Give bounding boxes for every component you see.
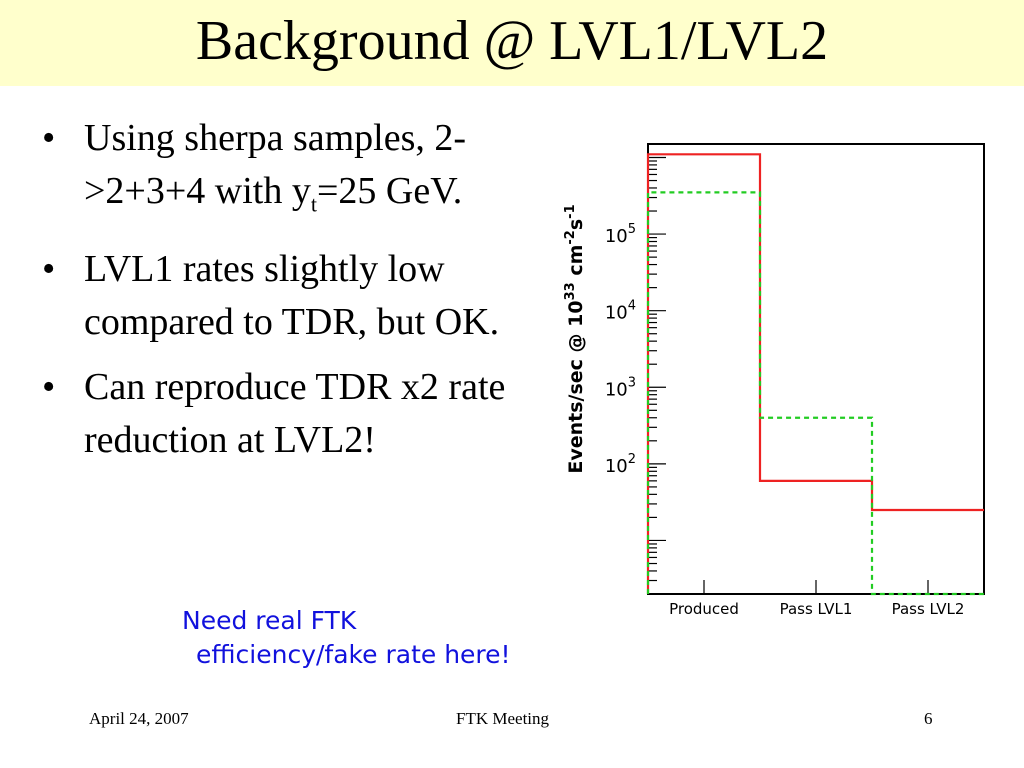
annotation-note: Need real FTK efficiency/fake rate here!: [182, 604, 511, 672]
bullet-text-tail: =25 GeV.: [316, 170, 463, 212]
y-tick-label: 102: [605, 452, 636, 477]
footer-page-number: 6: [924, 709, 933, 728]
bullet-dot-icon: •: [42, 117, 56, 159]
bullet-subscript: t: [310, 191, 317, 217]
x-tick-label: Pass LVL2: [892, 600, 965, 618]
slide-title: Background @ LVL1/LVL2: [195, 10, 829, 72]
bullet-dot-icon: •: [42, 247, 56, 290]
chart-marks: [646, 153, 984, 596]
bullet-item: • LVL1 rates slightly low compared to TD…: [36, 243, 516, 349]
chart-axes: [647, 143, 985, 595]
x-tick-label: Produced: [669, 600, 739, 618]
bullet-text: Can reproduce TDR x2 rate reduction at L…: [84, 365, 506, 461]
histogram-series-1: [646, 153, 984, 594]
bullet-text: LVL1 rates slightly low compared to TDR,…: [84, 247, 500, 343]
histogram-series-2: [646, 191, 984, 596]
y-tick-label: 104: [605, 299, 636, 324]
footer-meeting: FTK Meeting: [456, 709, 550, 728]
bullet-dot-icon: •: [42, 365, 56, 408]
y-tick-label: 105: [605, 222, 636, 247]
note-line-1: Need real FTK: [182, 606, 357, 635]
footer-date: April 24, 2007: [89, 709, 189, 728]
title-band: [0, 0, 1024, 86]
x-tick-label: Pass LVL1: [780, 600, 853, 618]
bullet-list: • Using sherpa samples, 2->2+3+4 with yt…: [36, 112, 516, 479]
histogram-chart: 102 103 104 105 Produced Pass LVL1 Pass LVL2 Ev…: [563, 143, 985, 618]
bullet-item: • Can reproduce TDR x2 rate reduction at…: [36, 361, 516, 467]
y-axis-title: Events/sec @ 1033 cm-2s-1: [563, 204, 587, 473]
plot-frame: [647, 143, 985, 595]
chart-labels: 102 103 104 105 Produced Pass LVL1 Pass LVL2 Ev…: [563, 204, 964, 618]
y-tick-label: 103: [605, 375, 636, 400]
bullet-text: Using sherpa samples, 2->2+3+4 with y: [84, 117, 467, 212]
bullet-item: • Using sherpa samples, 2->2+3+4 with yt…: [36, 112, 516, 231]
note-line-2: efficiency/fake rate here!: [196, 640, 511, 669]
